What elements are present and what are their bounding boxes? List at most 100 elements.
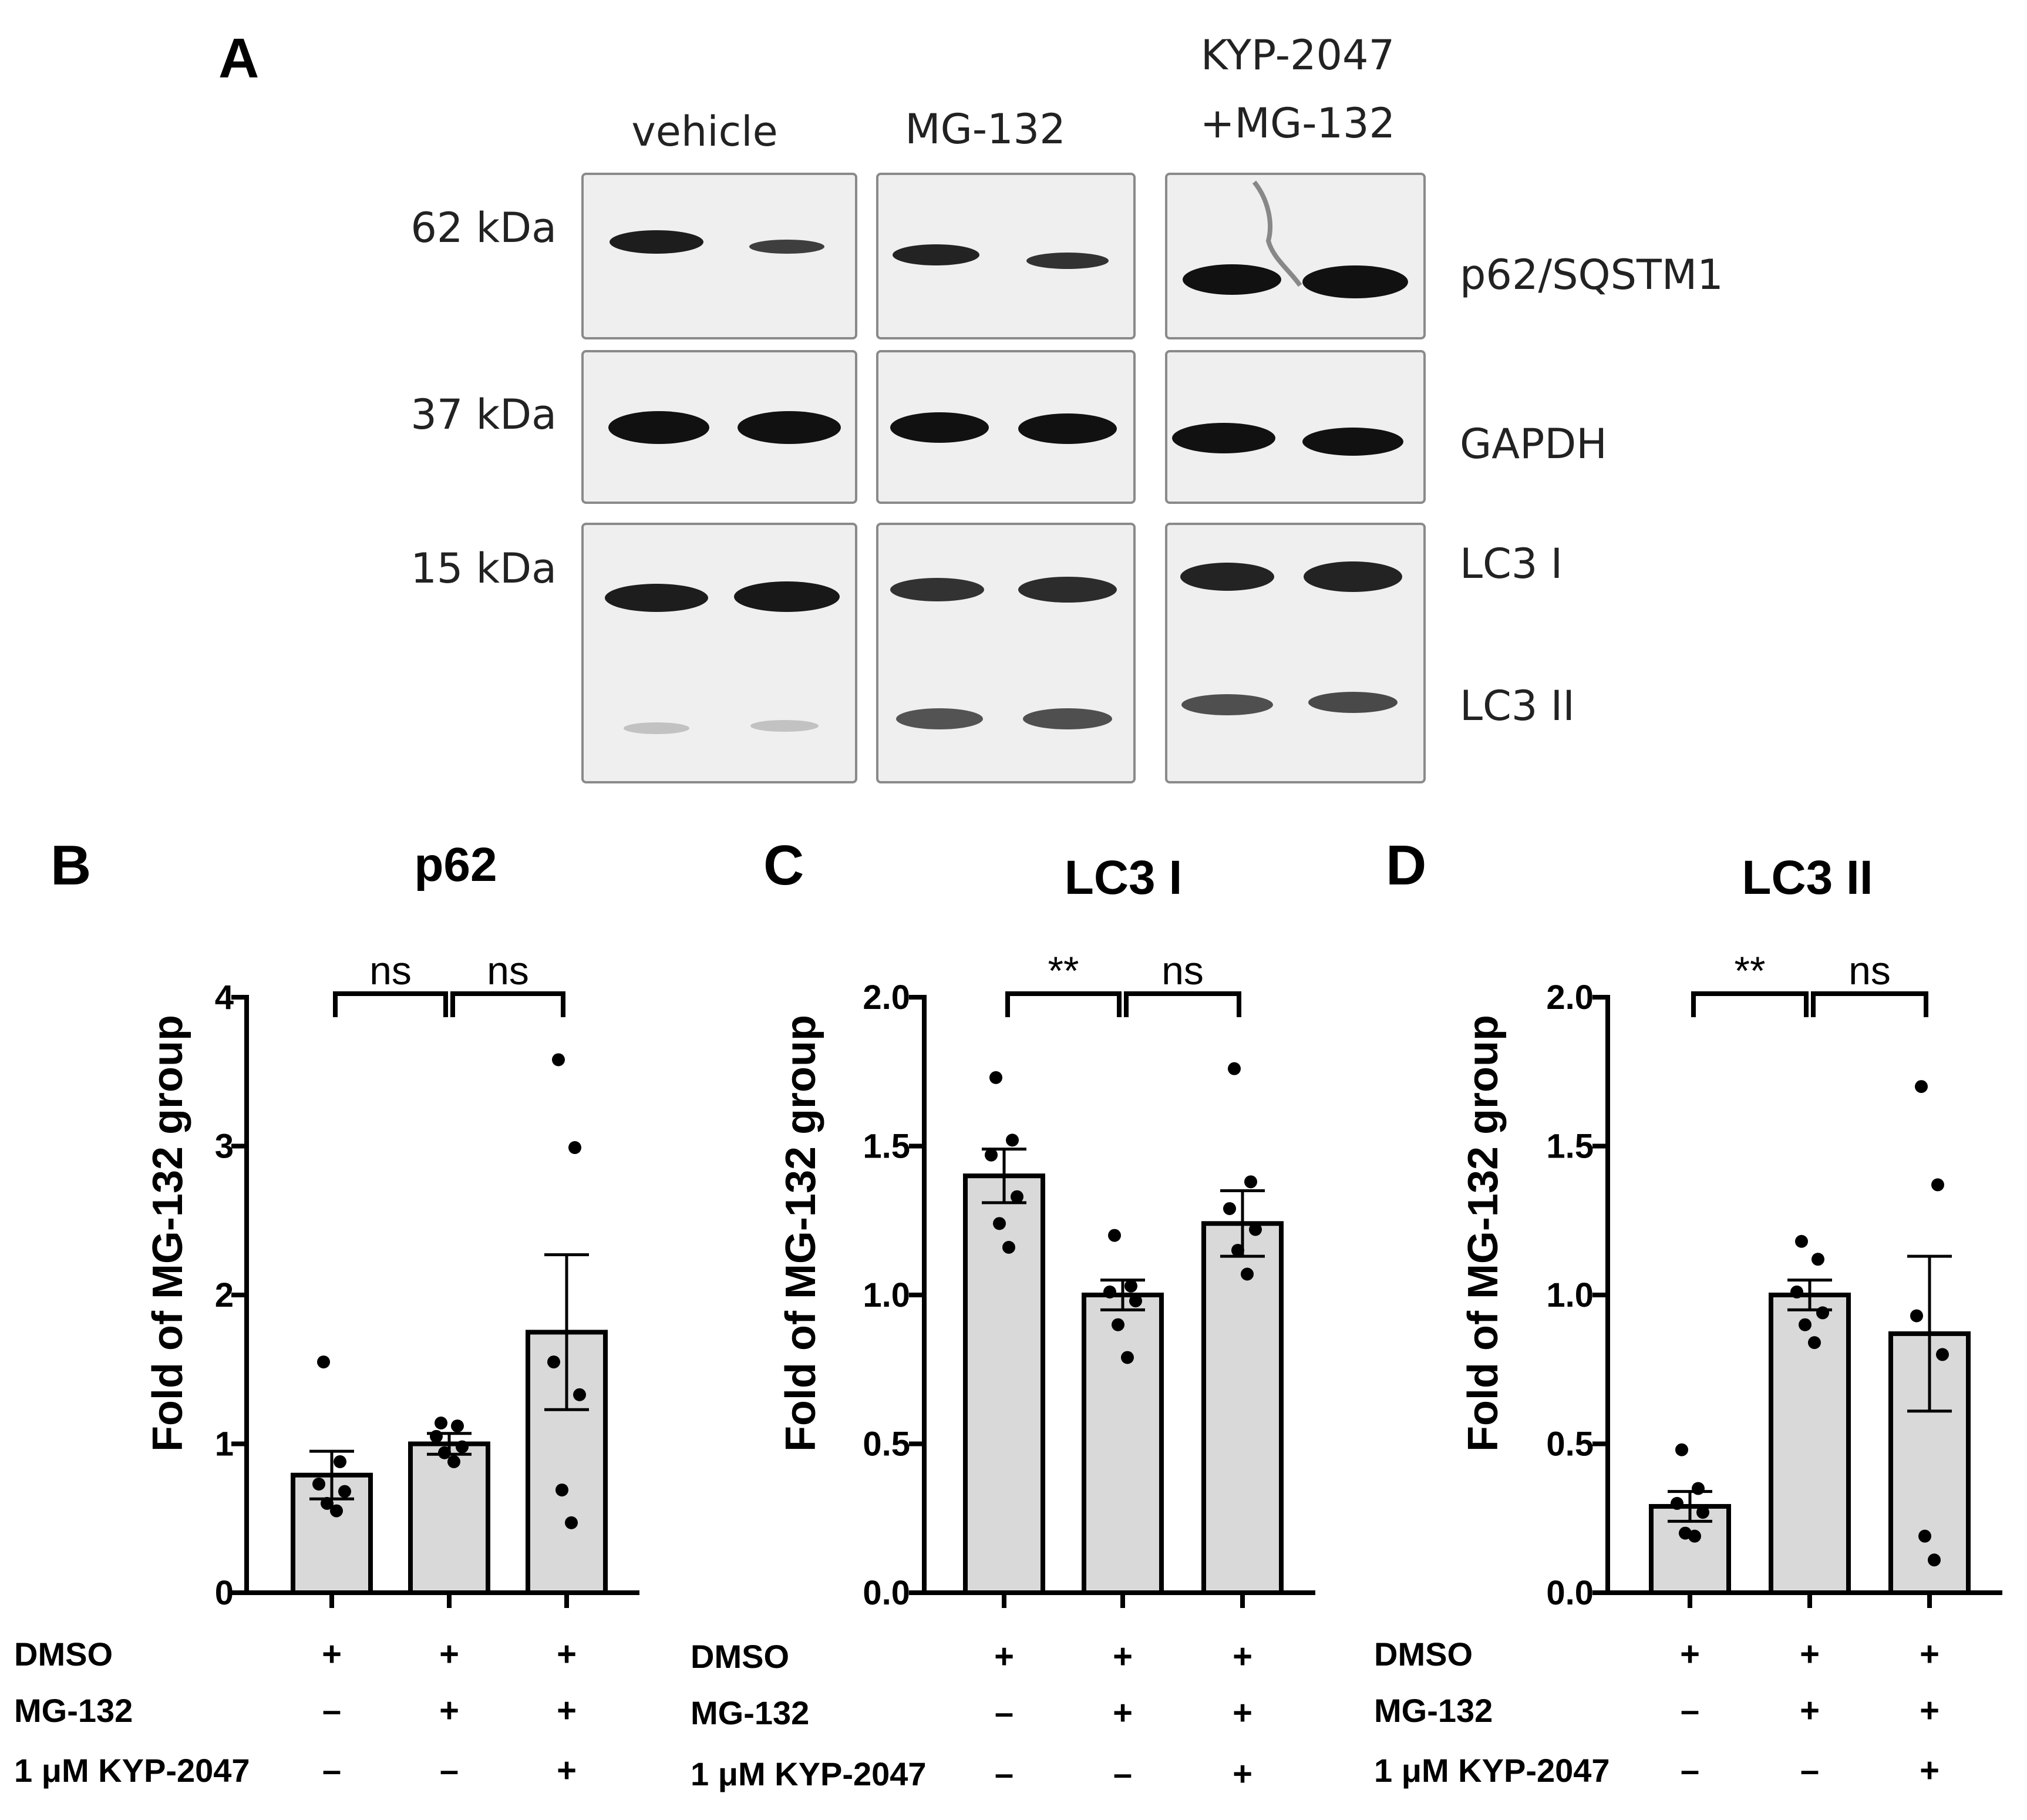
conditions-c: DMSO MG-132 1 μM KYP-2047 + + + – + + – – + [691,1637,1252,1793]
blot-band [1172,423,1275,453]
data-point [1692,1482,1705,1495]
condition-label-dmso: DMSO [691,1638,789,1675]
condition-sign: – [995,1694,1014,1732]
significance-label: ** [1735,948,1766,993]
condition-sign: + [1920,1691,1940,1730]
y-tick-label: 1.5 [1546,1128,1594,1166]
significance-label: ns [369,948,412,993]
data-point [1103,1285,1116,1298]
condition-sign: – [322,1751,341,1789]
condition-label-kyp: 1 μM KYP-2047 [14,1752,250,1789]
y-tick-label: 0.5 [863,1425,910,1464]
panel-letter-a: A [218,27,259,90]
group-label-mg132: MG-132 [905,105,1066,153]
data-point [1799,1318,1811,1331]
y-axis-label-c: Fold of MG-132 group [777,1015,824,1452]
condition-sign: + [1920,1635,1940,1673]
panel-a: A vehicle MG-132 KYP-2047 +MG-132 62 kDa… [218,27,1723,783]
data-point [312,1477,325,1491]
y-tick-label: 4 [215,978,234,1017]
blot-band [1308,692,1398,713]
blot-band [1023,708,1112,729]
blot-band [1183,264,1281,295]
data-point [568,1141,581,1155]
data-point [317,1355,330,1369]
significance-label: ns [1161,948,1204,993]
data-point [1108,1229,1121,1242]
protein-gapdh: GAPDH [1460,420,1607,468]
y-tick-label: 0.0 [1546,1574,1594,1612]
data-point [321,1496,334,1510]
data-point [338,1485,351,1498]
condition-signs-b: + + + – + + – – + [322,1635,577,1789]
blot-band [738,411,841,444]
data-point [435,1417,447,1430]
blot-band [610,230,703,254]
blot-band [1181,694,1273,715]
bar [1082,1293,1164,1595]
data-point [1231,1243,1244,1257]
data-point [1129,1294,1142,1308]
chart-d-lc3-ii: D LC3 II Fold of MG-132 group 0.0 0.5 1.0 1… [1386,834,2002,1612]
conditions-d: DMSO MG-132 1 μM KYP-2047 + + + – + + – – + [1374,1635,1940,1789]
condition-sign: – [1113,1755,1132,1793]
panel-letter-d: D [1386,834,1426,897]
y-tick-label: 2 [215,1276,234,1314]
data-point [1936,1348,1949,1361]
y-tick-label: 1 [215,1425,234,1464]
blot-artifact [1252,180,1302,287]
data-point [1918,1529,1931,1543]
blot-band [1304,561,1402,592]
significance-bracket [450,991,565,1017]
blot-band [1026,253,1109,269]
condition-sign: + [1920,1751,1940,1789]
blot-band [890,412,989,443]
blot-images [581,173,1426,783]
condition-sign: + [439,1635,459,1673]
data-point [1121,1351,1134,1364]
data-point [1006,1133,1019,1147]
condition-sign: + [994,1637,1014,1676]
condition-sign: – [1681,1691,1699,1730]
data-point [1910,1309,1923,1323]
significance-bracket [1005,991,1122,1017]
significance-bracket [1691,991,1809,1017]
data-point [1915,1080,1928,1094]
data-point [1112,1318,1124,1331]
condition-label-kyp: 1 μM KYP-2047 [1374,1752,1610,1789]
data-point [1124,1279,1137,1293]
condition-label-dmso: DMSO [1374,1636,1473,1673]
bar [408,1441,490,1595]
blot-box [1165,173,1426,339]
significance-bracket [333,991,448,1017]
blot-band [734,581,840,612]
blot-box [1165,350,1426,504]
data-point [447,1455,460,1468]
blot-band [1018,413,1117,444]
blot-band [1180,563,1274,591]
blot-band [1018,577,1117,603]
data-point [1928,1553,1941,1567]
y-tick-label: 1.0 [863,1276,910,1314]
protein-lc3-i: LC3 I [1460,540,1563,588]
group-label-kyp-line2: +MG-132 [1200,99,1395,147]
blot-box [876,523,1136,783]
y-tick-label: 1.5 [863,1128,910,1166]
data-point [1931,1178,1944,1192]
data-point [1696,1506,1709,1519]
blot-band [1302,265,1408,298]
blot-box [876,173,1136,339]
condition-sign: + [322,1635,342,1673]
data-point [1790,1285,1803,1298]
blot-band [893,244,979,265]
condition-sign: + [1233,1755,1252,1793]
y-tick-label: 3 [215,1128,234,1166]
condition-label-mg132: MG-132 [14,1692,133,1729]
blot-box [581,523,857,783]
data-point [985,1148,998,1162]
condition-sign: + [1113,1637,1133,1676]
marker-37kda: 37 kDa [410,391,557,439]
significance-label: ns [487,948,529,993]
chart-title-p62: p62 [414,838,497,892]
